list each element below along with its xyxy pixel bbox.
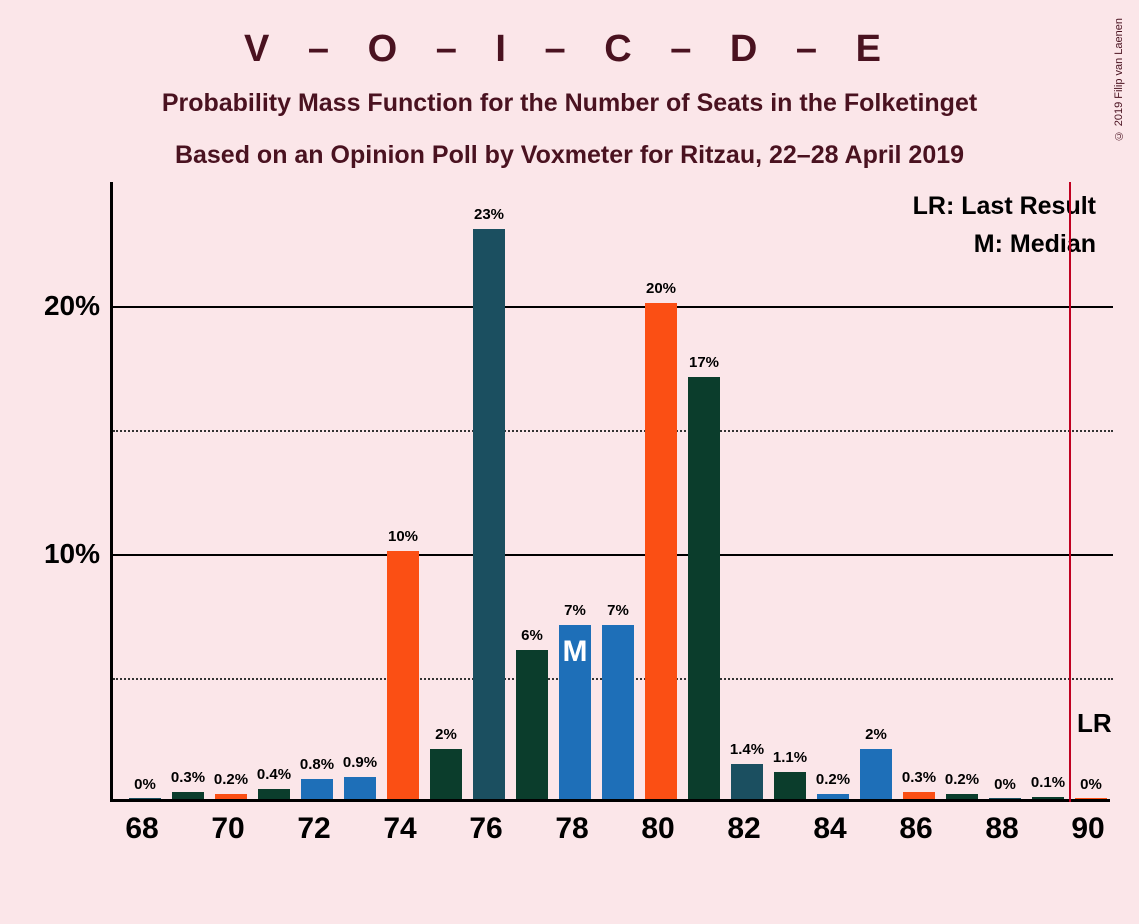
bar <box>430 749 462 799</box>
last-result-line <box>1069 182 1071 802</box>
bar-value-label: 1.1% <box>760 749 820 766</box>
x-axis-tick: 82 <box>714 812 774 846</box>
bar-value-label: 6% <box>502 627 562 644</box>
bar <box>860 749 892 799</box>
subtitle-line-1: Probability Mass Function for the Number… <box>0 85 1139 123</box>
bar-value-label: 10% <box>373 528 433 545</box>
x-axis-tick: 78 <box>542 812 602 846</box>
bar-value-label: 0.2% <box>803 771 863 788</box>
bar <box>774 772 806 799</box>
bar-value-label: 23% <box>459 206 519 223</box>
x-axis-tick: 80 <box>628 812 688 846</box>
gridline-major <box>113 306 1113 308</box>
x-axis-tick: 72 <box>284 812 344 846</box>
bar-value-label: 7% <box>588 602 648 619</box>
gridline-minor <box>113 430 1113 432</box>
bar <box>344 777 376 799</box>
bar <box>688 377 720 799</box>
x-axis-tick: 74 <box>370 812 430 846</box>
bar <box>387 551 419 799</box>
y-axis-tick: 10% <box>10 538 100 570</box>
median-marker: M <box>555 635 595 669</box>
y-axis-tick: 20% <box>10 290 100 322</box>
bar <box>129 798 161 799</box>
x-axis-tick: 88 <box>972 812 1032 846</box>
x-axis-tick: 76 <box>456 812 516 846</box>
credit-text: © 2019 Filip van Laenen <box>1113 18 1125 141</box>
bar-value-label: 2% <box>416 726 476 743</box>
x-axis-tick: 84 <box>800 812 860 846</box>
main-title: V – O – I – C – D – E <box>0 28 1139 71</box>
x-axis-tick: 86 <box>886 812 946 846</box>
bar <box>1032 797 1064 799</box>
bar <box>215 794 247 799</box>
x-axis-tick: 90 <box>1058 812 1118 846</box>
x-axis-tick: 68 <box>112 812 172 846</box>
bar <box>989 798 1021 799</box>
bar <box>645 303 677 799</box>
last-result-label: LR <box>1077 708 1112 739</box>
subtitle-line-2: Based on an Opinion Poll by Voxmeter for… <box>0 137 1139 175</box>
chart: LR: Last Result M: Median 0%0.3%0.2%0.4%… <box>110 182 1110 842</box>
plot-area: LR: Last Result M: Median 0%0.3%0.2%0.4%… <box>110 182 1110 802</box>
bar <box>258 789 290 799</box>
bar-value-label: 0.9% <box>330 754 390 771</box>
bar-value-label: 20% <box>631 280 691 297</box>
bar <box>946 794 978 799</box>
bar <box>1075 798 1107 799</box>
bar <box>817 794 849 799</box>
bar <box>516 650 548 799</box>
bar <box>602 625 634 799</box>
x-axis-tick: 70 <box>198 812 258 846</box>
bar <box>473 229 505 799</box>
bar <box>301 779 333 799</box>
bar <box>903 792 935 799</box>
bar-value-label: 17% <box>674 354 734 371</box>
bar <box>731 764 763 799</box>
bar-value-label: 2% <box>846 726 906 743</box>
bar <box>172 792 204 799</box>
gridline-major <box>113 554 1113 556</box>
title-block: V – O – I – C – D – E Probability Mass F… <box>0 0 1139 174</box>
